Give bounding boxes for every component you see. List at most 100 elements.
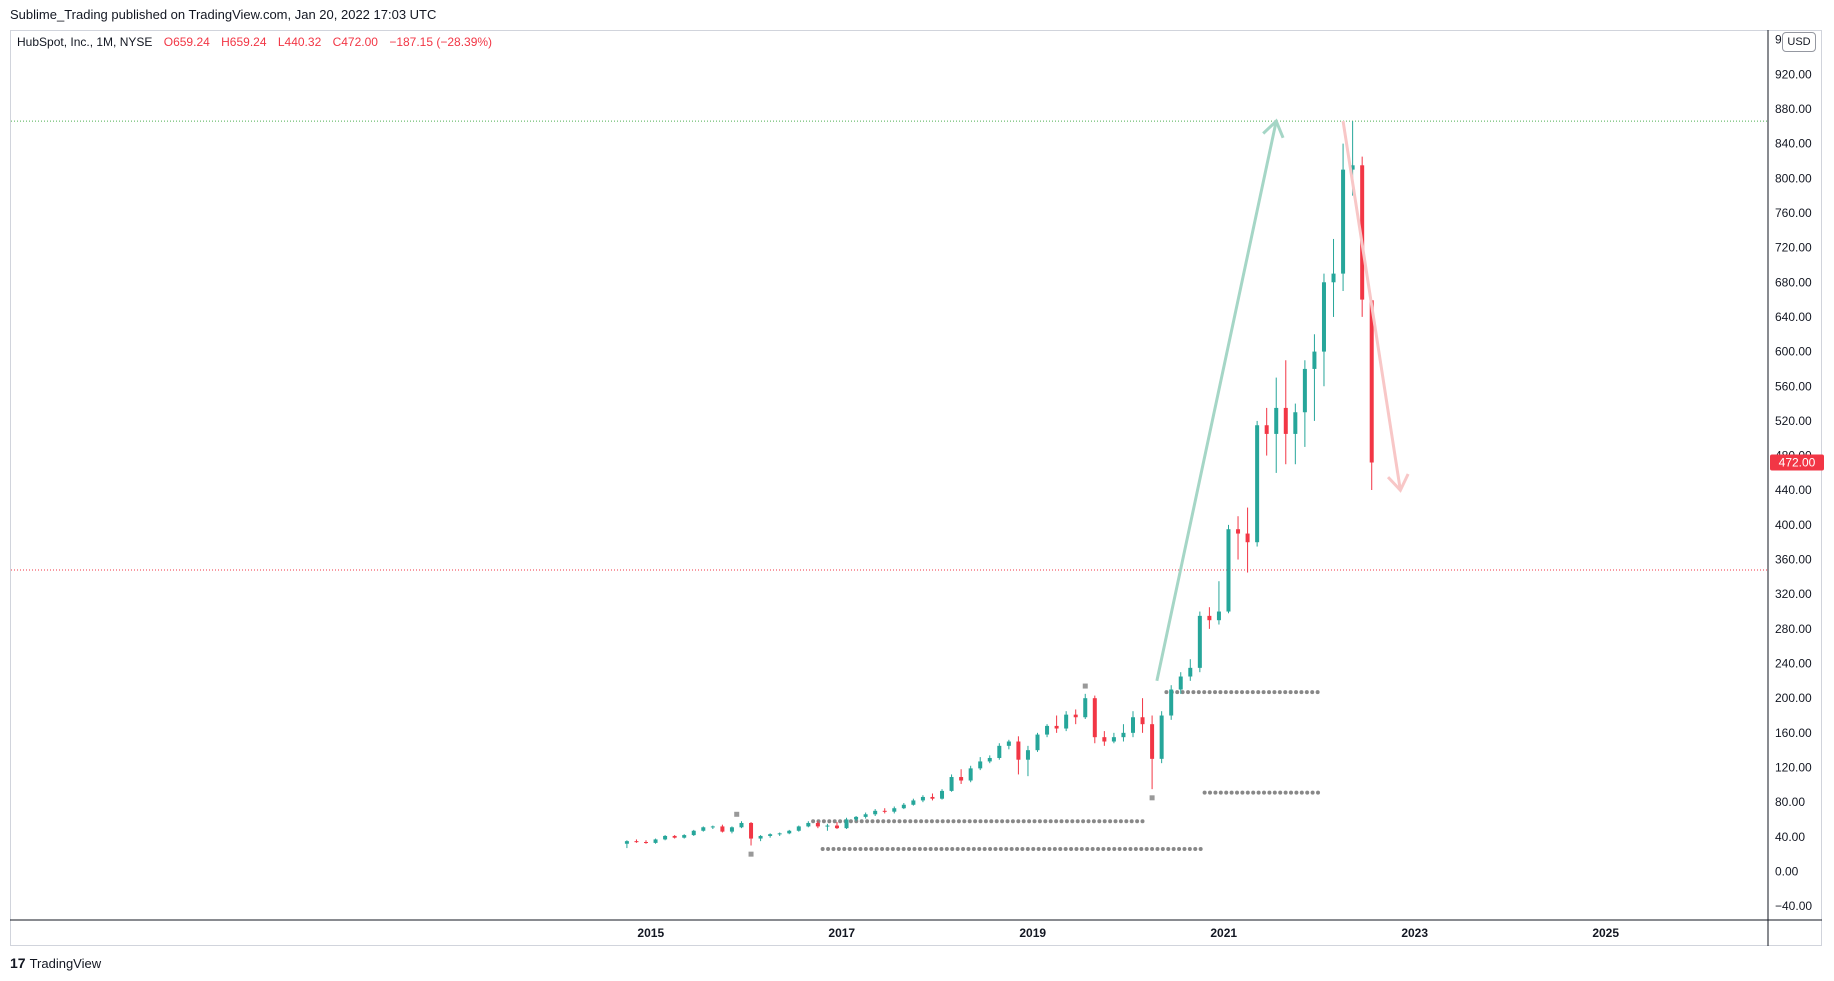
level-dot: [1166, 846, 1171, 851]
candle-body: [873, 810, 878, 815]
candle-body: [1073, 714, 1078, 718]
level-dot: [1289, 790, 1294, 795]
level-dot: [983, 819, 988, 824]
y-tick-label: 160.00: [1775, 726, 1812, 740]
level-dot: [1218, 790, 1223, 795]
y-tick-label: 680.00: [1775, 275, 1812, 289]
level-dot: [929, 819, 934, 824]
level-dot: [993, 846, 998, 851]
level-dot: [967, 819, 972, 824]
candle-body: [997, 745, 1002, 758]
level-dot: [874, 846, 879, 851]
candle-body: [720, 826, 725, 832]
level-dot: [820, 846, 825, 851]
level-dot: [1191, 690, 1196, 695]
level-dot: [1058, 846, 1063, 851]
level-dot: [1262, 790, 1267, 795]
candle-body: [729, 827, 734, 832]
candle-body: [892, 808, 897, 812]
candle-body: [1159, 715, 1164, 759]
y-tick-label: 240.00: [1775, 657, 1812, 671]
candle-body: [663, 835, 668, 840]
candle-body: [787, 830, 792, 834]
level-dot: [1310, 790, 1315, 795]
candle-body: [634, 841, 639, 843]
candle-body: [1045, 725, 1050, 735]
chart-frame[interactable]: [10, 30, 1822, 946]
level-dot: [1009, 846, 1014, 851]
level-dot: [1032, 819, 1037, 824]
level-dot: [1223, 690, 1228, 695]
level-dot: [1267, 690, 1272, 695]
candle-body: [1016, 741, 1021, 760]
level-dot: [977, 846, 982, 851]
level-dot: [1133, 846, 1138, 851]
currency-button[interactable]: USD: [1782, 32, 1816, 52]
level-dot: [842, 846, 847, 851]
level-dot: [848, 819, 853, 824]
level-dot: [1193, 846, 1198, 851]
level-dot: [1037, 819, 1042, 824]
level-dot: [896, 846, 901, 851]
candle-body: [815, 822, 820, 827]
footer-brand: 17 TradingView: [10, 955, 101, 971]
dotted-level: [1164, 690, 1320, 695]
level-dot: [1016, 819, 1021, 824]
level-dot: [1000, 819, 1005, 824]
y-tick-label: 720.00: [1775, 241, 1812, 255]
candle-body: [1341, 169, 1346, 274]
level-dot: [1277, 690, 1282, 695]
y-tick-label: 920.00: [1775, 67, 1812, 81]
candle-body: [1312, 351, 1317, 369]
level-dot: [1207, 690, 1212, 695]
candle-body: [777, 833, 782, 835]
level-dot: [1140, 819, 1145, 824]
trend-arrow-up: [1155, 120, 1278, 682]
level-dot: [955, 846, 960, 851]
candle-body: [691, 830, 696, 836]
x-tick-label: 2025: [1592, 926, 1619, 940]
level-dot: [1150, 846, 1155, 851]
y-tick-label: 280.00: [1775, 622, 1812, 636]
level-dot: [1048, 819, 1053, 824]
level-dot: [886, 819, 891, 824]
current-price-label-bg: [1770, 454, 1824, 471]
level-dot: [1075, 819, 1080, 824]
level-dot: [901, 846, 906, 851]
y-tick-label: 320.00: [1775, 587, 1812, 601]
candle-body: [1140, 717, 1145, 725]
level-dot: [1240, 690, 1245, 695]
level-dot: [1042, 846, 1047, 851]
candle-body: [949, 777, 954, 791]
candle-body: [1216, 611, 1221, 621]
candle-body: [1283, 407, 1288, 434]
level-dot: [946, 819, 951, 824]
level-dot: [998, 846, 1003, 851]
level-dot: [951, 819, 956, 824]
level-dot: [1256, 790, 1261, 795]
level-dot: [1004, 846, 1009, 851]
x-tick-label: 2017: [828, 926, 855, 940]
level-dot: [832, 819, 837, 824]
candle-body: [1207, 615, 1212, 621]
marker-square: [748, 851, 754, 857]
level-dot: [1202, 690, 1207, 695]
level-dot: [1070, 819, 1075, 824]
level-dot: [897, 819, 902, 824]
level-dot: [1234, 690, 1239, 695]
legend-change: −187.15 (−28.39%): [389, 35, 493, 49]
level-dot: [1155, 846, 1160, 851]
level-dot: [885, 846, 890, 851]
y-tick-label: 640.00: [1775, 310, 1812, 324]
level-dot: [1175, 690, 1180, 695]
level-dot: [1123, 846, 1128, 851]
y-tick-label: 360.00: [1775, 553, 1812, 567]
level-dot: [1261, 690, 1266, 695]
level-dot: [1117, 846, 1122, 851]
candle-body: [1102, 737, 1107, 742]
level-dot: [1090, 846, 1095, 851]
level-dot: [1047, 846, 1052, 851]
level-dot: [1091, 819, 1096, 824]
candle-body: [1054, 725, 1059, 729]
